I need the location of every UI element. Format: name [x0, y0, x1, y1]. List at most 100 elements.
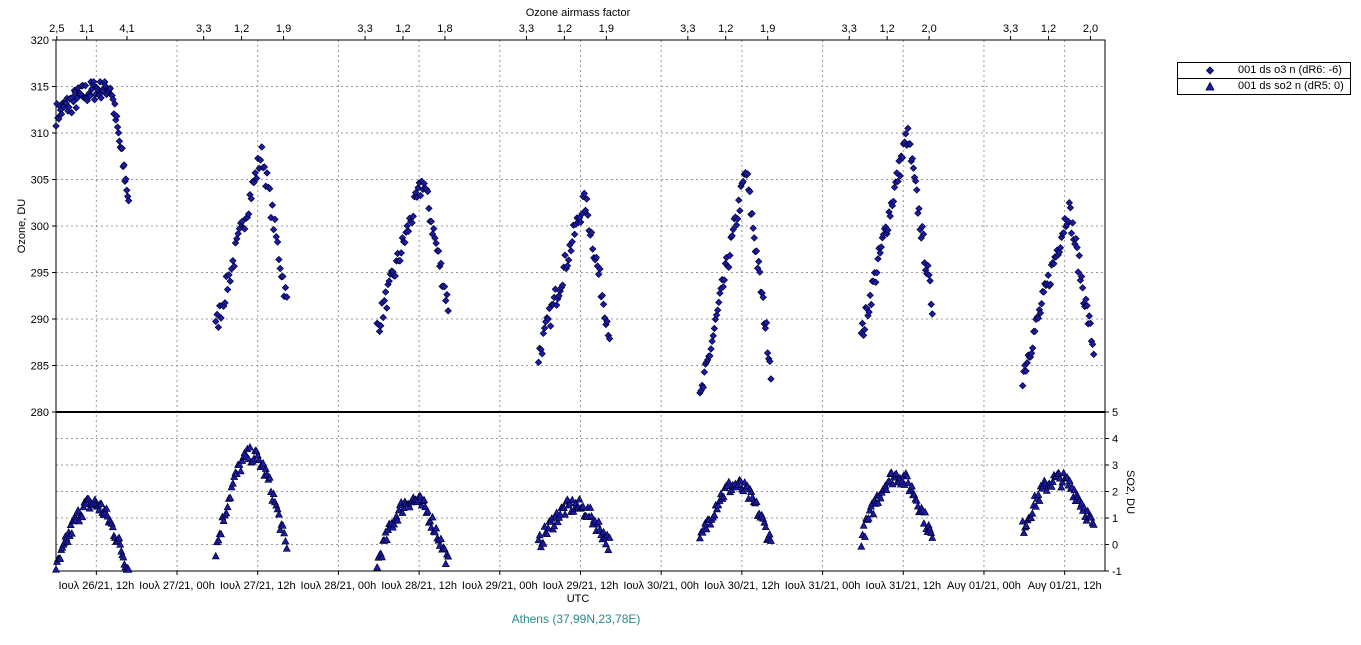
- ozone-point: [434, 247, 443, 255]
- ozone-point: [380, 296, 389, 305]
- top-axis-ticks: 2,5 1,1 4,1 3,3 1,2 1,9 3,3 1,2 1,8 3,3 1,2 1,9 3,3 1…: [49, 23, 1098, 40]
- ozone-point: [81, 81, 90, 90]
- so2-point: [444, 551, 453, 560]
- ozone-point: [90, 95, 99, 104]
- ozone-point: [732, 221, 741, 229]
- ozone-point: [762, 319, 771, 327]
- ozone-point: [595, 270, 603, 279]
- so2-point: [919, 519, 928, 527]
- ozone-point: [707, 345, 715, 353]
- ozone-point: [268, 201, 277, 209]
- so2-point: [282, 544, 291, 552]
- ozone-point: [1077, 272, 1086, 281]
- so2-point: [912, 496, 921, 504]
- ozone-point: [1076, 276, 1085, 285]
- so2-point: [211, 551, 220, 560]
- ozone-point: [404, 227, 413, 235]
- so2-point: [1022, 521, 1031, 529]
- ozone-point: [752, 247, 761, 255]
- so2-point: [238, 456, 247, 464]
- so2-point: [373, 562, 382, 571]
- so2-point: [1059, 468, 1068, 477]
- ozone-point: [223, 285, 232, 294]
- so2-point: [734, 480, 743, 489]
- so2-point: [599, 527, 608, 536]
- legend-label-ozone: 001 ds o3 n (dR6: -6): [1238, 64, 1342, 76]
- ozone-point: [699, 383, 707, 392]
- so2-point: [377, 552, 386, 561]
- ozone-point: [756, 268, 764, 276]
- ozone-point: [906, 140, 914, 148]
- ozone-point: [1086, 319, 1095, 328]
- ozone-point: [735, 196, 743, 204]
- ozone-point: [715, 298, 723, 307]
- so2-point: [227, 482, 236, 491]
- so2-point: [921, 507, 930, 516]
- so2-point: [876, 493, 885, 502]
- ozone-point: [106, 84, 114, 92]
- ozone-point: [1068, 219, 1077, 227]
- so2-point: [542, 529, 551, 538]
- ozone-point: [437, 259, 445, 268]
- ozone-point: [748, 209, 756, 218]
- ozone-point: [708, 337, 716, 345]
- ozone-point: [260, 163, 269, 171]
- ozone-point: [120, 161, 128, 169]
- so2-point: [1070, 485, 1079, 494]
- ozone-point: [442, 296, 450, 305]
- so2-point: [115, 533, 124, 542]
- so2-point: [273, 504, 282, 513]
- time-axis-ticks: Ιουλ 26/21, 12h Ιουλ 27/21, 00h Ιουλ 27/21…: [58, 571, 1102, 592]
- time-tick-label: Ιουλ 30/21, 00h: [623, 580, 699, 592]
- ozone-point: [739, 177, 747, 186]
- top-tick-label: 3,3: [842, 23, 857, 35]
- ozone-point: [920, 259, 929, 267]
- ozone-point: [86, 92, 94, 100]
- so2-point: [710, 510, 719, 519]
- ozone-point: [725, 263, 733, 271]
- ozone-point: [1074, 268, 1082, 276]
- ozone-point: [272, 233, 280, 241]
- so2-point: [761, 522, 770, 531]
- so2-point: [265, 473, 274, 481]
- ozone-point: [440, 282, 449, 291]
- ozone-point: [763, 349, 772, 357]
- so2-point: [601, 539, 610, 548]
- top-tick-label: 1,2: [395, 23, 410, 35]
- ozone-point: [733, 215, 742, 223]
- ozone-point: [578, 210, 586, 218]
- so2-point: [1028, 509, 1037, 517]
- ozone-point: [247, 194, 255, 203]
- ozone-tick-label: 295: [31, 268, 49, 280]
- ozone-point: [1085, 312, 1093, 320]
- so2-point: [52, 565, 60, 573]
- so2-point: [723, 481, 732, 490]
- time-tick-label: Ιουλ 28/21, 00h: [301, 580, 377, 592]
- so2-point: [695, 533, 704, 542]
- top-tick-label: 1,2: [557, 23, 572, 35]
- ozone-point: [926, 277, 934, 285]
- so2-point: [724, 477, 733, 486]
- ozone-point: [427, 217, 436, 226]
- ozone-point: [425, 204, 433, 213]
- so2-point: [556, 510, 565, 518]
- ozone-point: [65, 103, 73, 111]
- ozone-point: [118, 144, 126, 153]
- top-tick-label: 2,0: [1083, 23, 1098, 35]
- time-axis-title: UTC: [567, 593, 590, 605]
- ozone-point: [605, 334, 614, 343]
- ozone-point: [876, 249, 884, 257]
- ozone-point: [736, 207, 744, 215]
- so2-point: [420, 495, 429, 504]
- so2-point: [236, 466, 245, 475]
- ozone-point: [379, 313, 387, 322]
- ozone-point: [709, 332, 717, 340]
- ozone-point: [866, 291, 874, 300]
- so2-point: [75, 516, 84, 525]
- legend-item-so2: 001 ds so2 n (dR5: 0): [1178, 78, 1350, 94]
- so2-point: [67, 529, 76, 537]
- ozone-point: [217, 314, 225, 322]
- ozone-point: [539, 329, 548, 338]
- so2-point: [441, 559, 450, 568]
- top-tick-label: 3,3: [1003, 23, 1018, 35]
